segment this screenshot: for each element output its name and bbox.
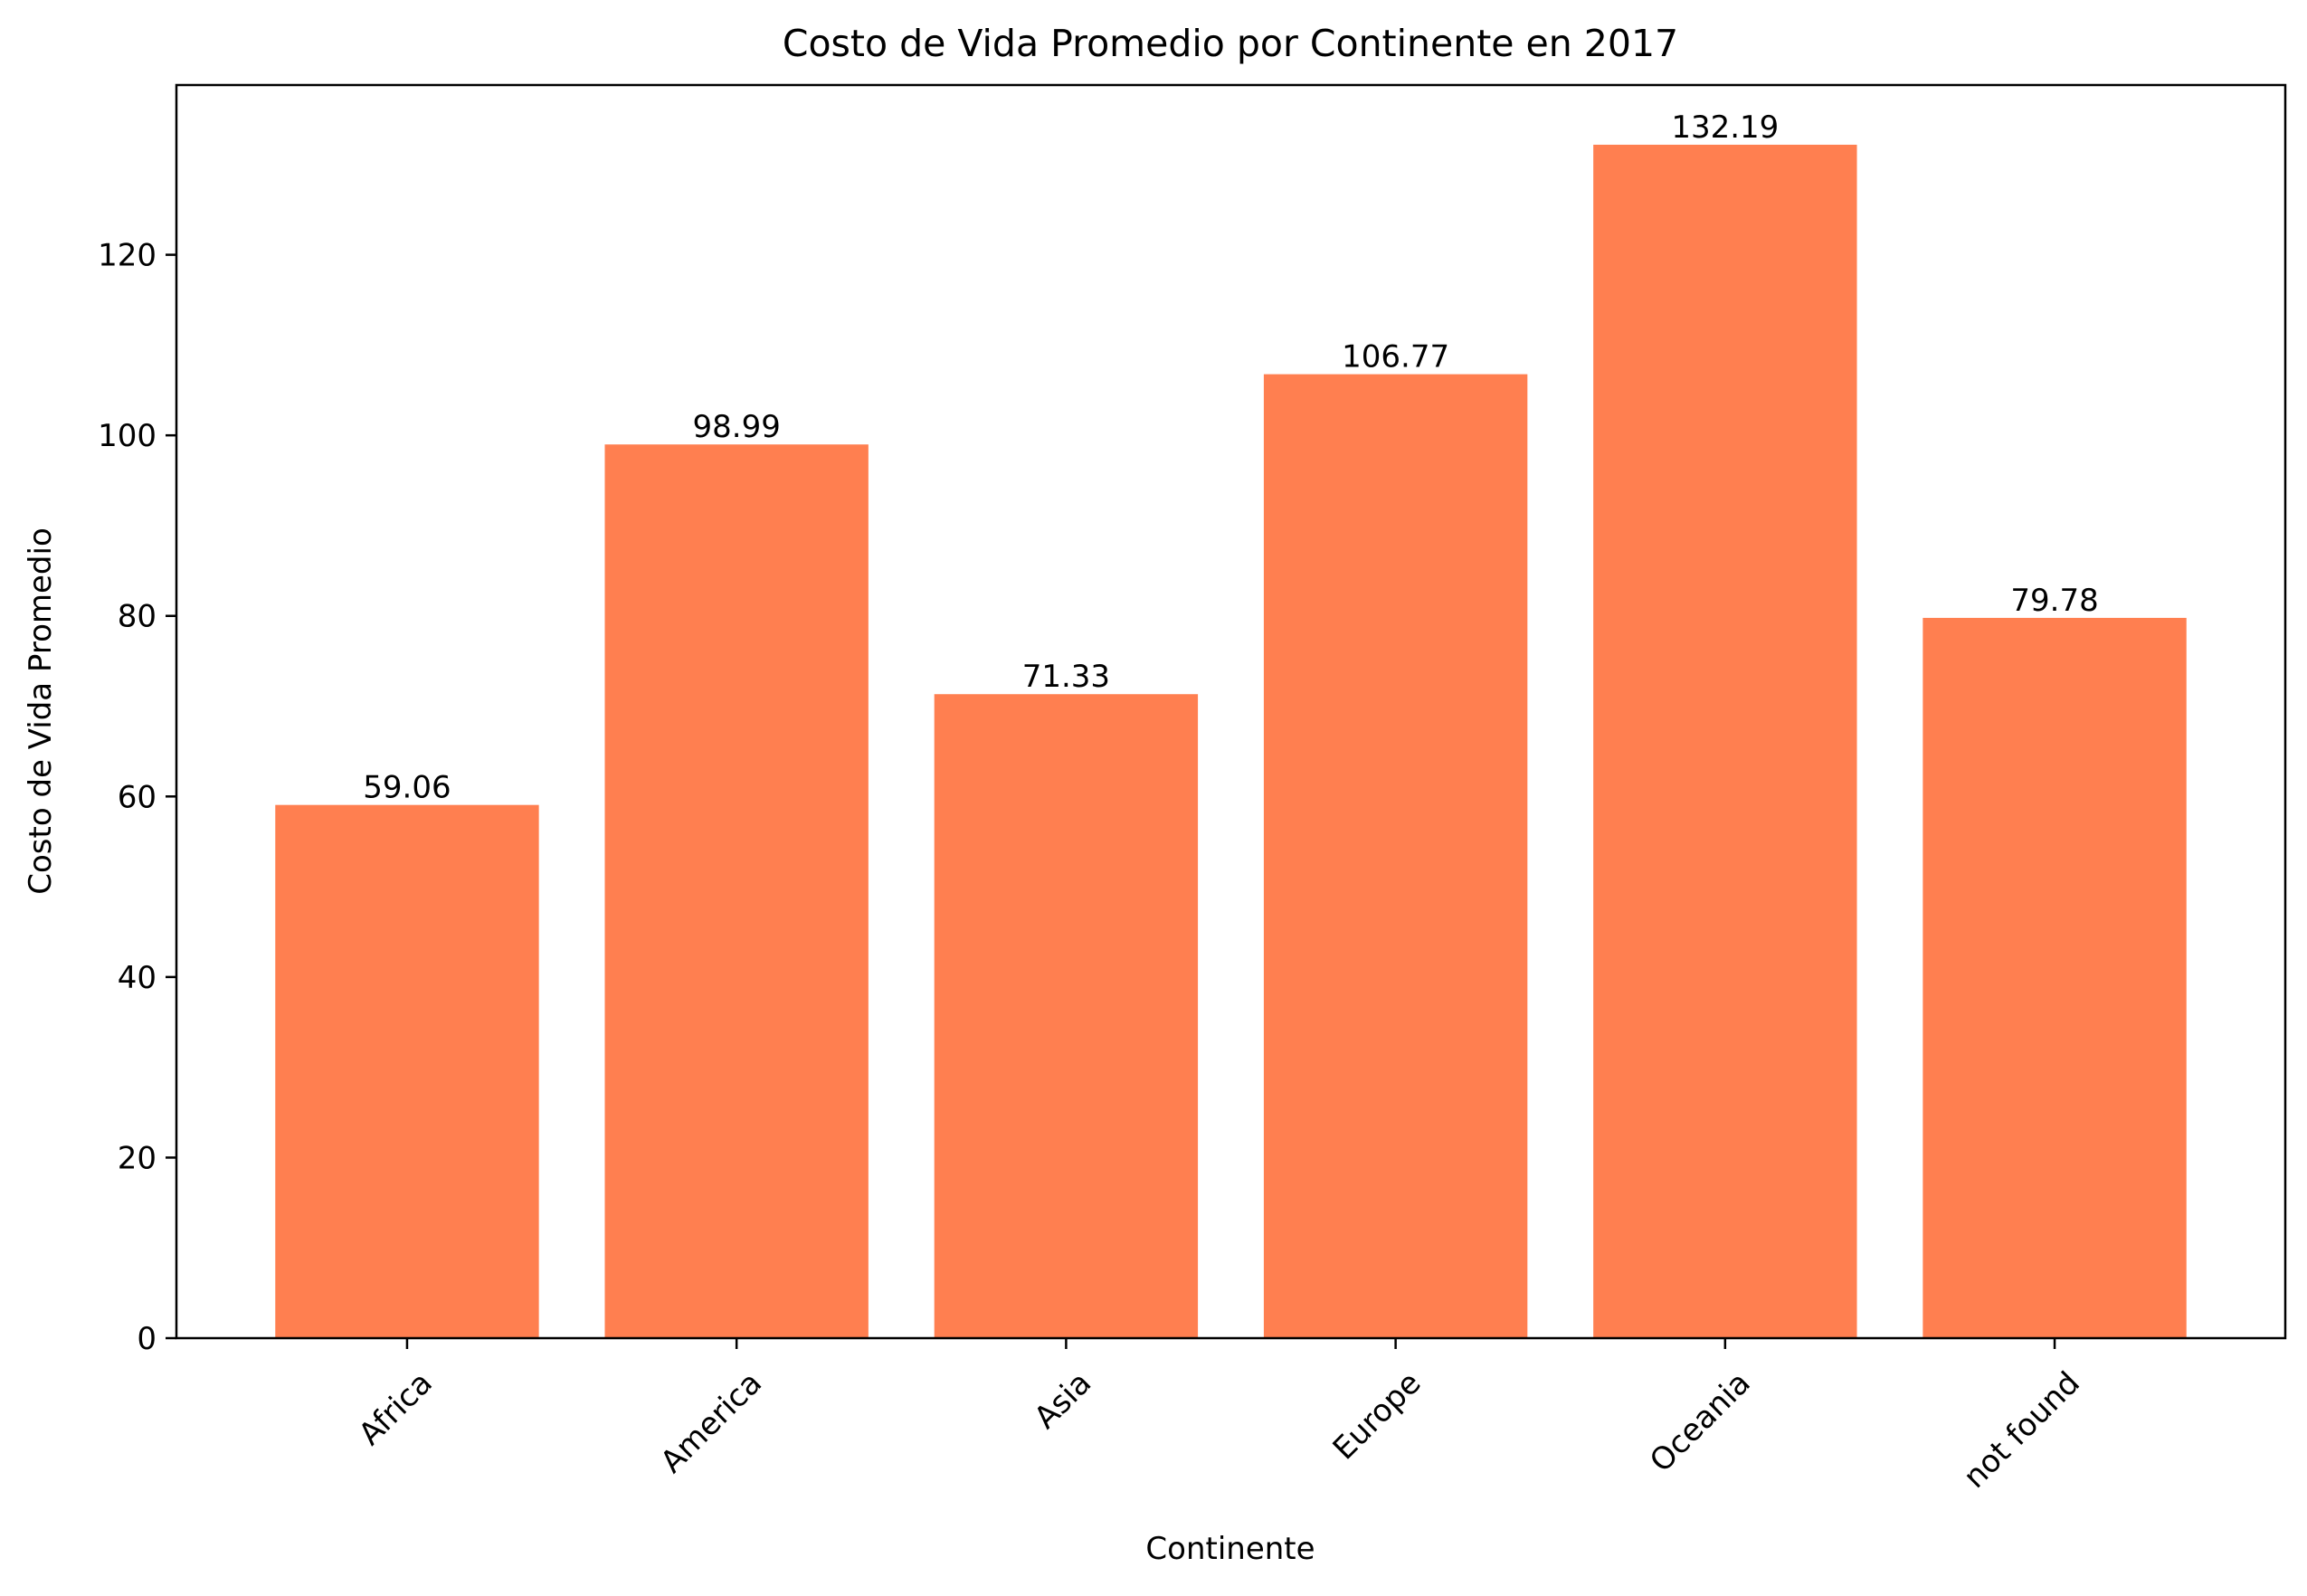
y-axis-label: Costo de Vida Promedio [23, 527, 59, 895]
chart-title: Costo de Vida Promedio por Continente en… [783, 22, 1678, 65]
bar-value-label: 59.06 [363, 770, 451, 806]
bar-not-found [1922, 617, 2187, 1338]
value-labels-layer: 59.06 98.99 71.33 106.77 132.19 79.78 [363, 109, 2098, 806]
y-tick-label: 80 [118, 599, 157, 635]
bar-africa [275, 804, 539, 1338]
bar-value-label: 98.99 [693, 409, 781, 445]
bar-oceania [1593, 144, 1857, 1338]
x-axis-label: Continente [1145, 1531, 1315, 1567]
x-tick-label: Asia [1028, 1365, 1099, 1437]
bar-europe [1263, 374, 1528, 1339]
plot-area-frame [175, 83, 2287, 1340]
y-tick-label: 120 [98, 238, 157, 274]
y-axis: 0 20 40 60 80 100 120 [98, 238, 176, 1357]
bar-value-label: 71.33 [1022, 659, 1110, 695]
bar-value-label: 132.19 [1671, 109, 1779, 146]
y-tick-label: 20 [118, 1140, 157, 1176]
x-tick-label: Oceania [1643, 1365, 1758, 1480]
x-tick-label: not found [1957, 1365, 2087, 1496]
x-axis: Africa America Asia Europe Oceania not found [352, 1338, 2087, 1496]
y-tick-label: 40 [118, 960, 157, 996]
bar-value-label: 79.78 [2010, 583, 2098, 619]
bars-layer [275, 144, 2187, 1339]
y-tick-label: 100 [98, 418, 157, 454]
y-tick-label: 60 [118, 779, 157, 815]
y-tick-label: 0 [137, 1321, 157, 1357]
bar-value-label: 106.77 [1342, 339, 1449, 375]
x-tick-label: Africa [352, 1365, 440, 1453]
bar-america [604, 444, 869, 1338]
x-tick-label: Europe [1326, 1365, 1429, 1468]
bar-asia [934, 694, 1199, 1338]
x-tick-label: America [654, 1365, 769, 1480]
